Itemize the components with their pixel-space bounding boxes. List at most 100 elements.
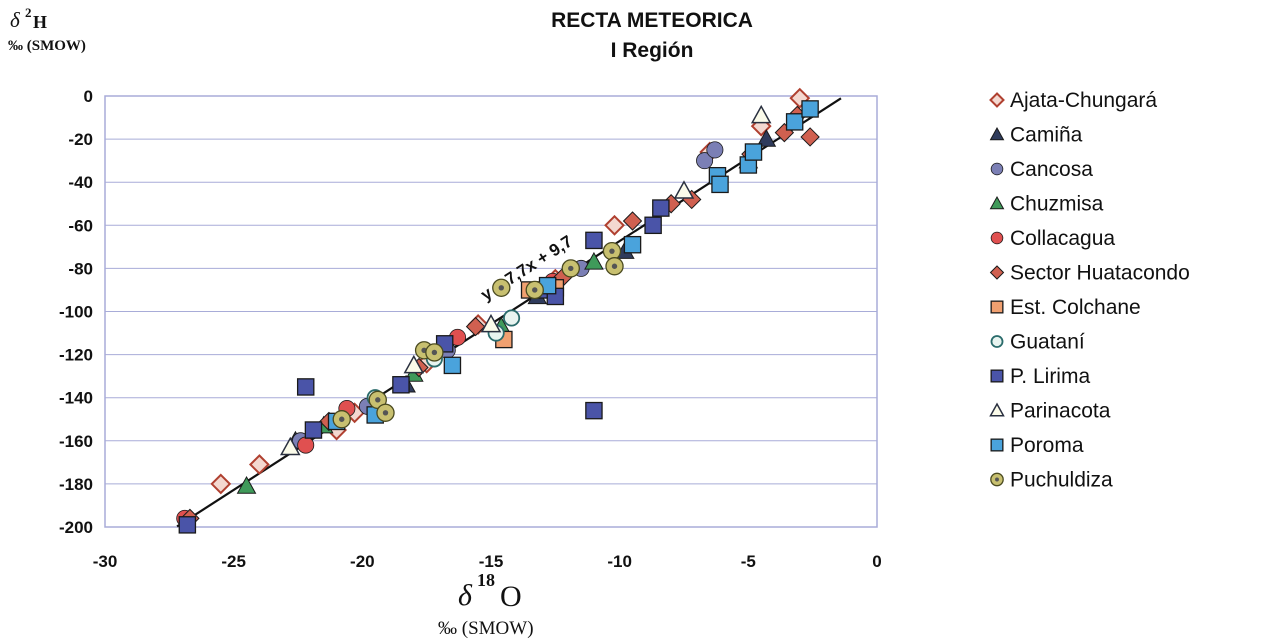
- data-point: [652, 199, 670, 217]
- y-tick-label: -160: [59, 432, 93, 451]
- legend-label: Poroma: [1010, 434, 1084, 457]
- legend-label: Collacagua: [1010, 227, 1115, 250]
- legend-label: Puchuldiza: [1010, 469, 1113, 492]
- series-11: [332, 241, 624, 429]
- y-tick-label: 0: [84, 87, 93, 106]
- data-point: [711, 175, 729, 194]
- data-point: [210, 473, 232, 495]
- series-9: [280, 104, 772, 456]
- legend-label: Camiña: [1010, 124, 1083, 147]
- y-axis-element: H: [33, 12, 47, 32]
- legend-marker: [990, 300, 1004, 314]
- y-axis-symbol: δ: [10, 8, 21, 32]
- legend-label: Cancosa: [1010, 158, 1093, 181]
- x-tick-label: -15: [479, 552, 504, 571]
- legend-marker: [990, 335, 1004, 348]
- data-point: [800, 127, 820, 147]
- data-point: [644, 216, 662, 235]
- legend-marker: [990, 162, 1004, 176]
- x-tick-label: -20: [350, 552, 375, 571]
- series-10: [327, 100, 819, 431]
- y-tick-label: -180: [59, 475, 93, 494]
- y-tick-label: -100: [59, 303, 93, 322]
- y-tick-label: -80: [68, 259, 93, 278]
- y-tick-label: -200: [59, 518, 93, 537]
- data-point: [376, 403, 395, 422]
- data-point: [622, 211, 643, 231]
- x-axis-label: δ 18 O ‰ (SMOW): [438, 570, 534, 639]
- data-point: [744, 143, 763, 161]
- legend-label: Chuzmisa: [1010, 193, 1104, 216]
- x-tick-label: 0: [872, 552, 881, 571]
- data-point: [248, 454, 270, 475]
- legend-label: P. Lirima: [1010, 365, 1090, 388]
- data-point: [465, 316, 486, 337]
- data-point: [443, 356, 462, 375]
- legend-label: Ajata-Chungará: [1010, 89, 1157, 112]
- data-point: [623, 235, 642, 254]
- y-tick-label: -20: [68, 130, 93, 149]
- data-point: [561, 259, 580, 278]
- data-point: [280, 436, 301, 456]
- data-point: [673, 180, 695, 199]
- chart-title: RECTA METEORICA: [551, 9, 753, 32]
- legend-marker: [990, 472, 1004, 487]
- y-tick-label: -40: [68, 173, 93, 192]
- x-axis-unit: ‰ (SMOW): [438, 618, 534, 639]
- legend-label: Sector Huatacondo: [1010, 262, 1190, 285]
- data-point: [750, 104, 772, 124]
- x-tick-label: -25: [221, 552, 246, 571]
- y-tick-label: -120: [59, 346, 93, 365]
- x-axis-superscript: 18: [477, 570, 495, 590]
- x-tick-label: -10: [607, 552, 632, 571]
- data-point: [403, 354, 425, 374]
- y-axis-label: δ 2 H ‰ (SMOW): [8, 5, 86, 54]
- legend-marker: [989, 92, 1005, 108]
- x-tick-label: -30: [93, 552, 118, 571]
- x-axis-ticks: -30 -25 -20 -15 -10 -5 0: [93, 552, 882, 571]
- y-axis-ticks: 0 -20 -40 -60 -80 -100 -120 -140 -160 -180 -200: [59, 87, 93, 537]
- plot-frame: [104, 95, 878, 528]
- data-point: [584, 251, 604, 270]
- data-point: [696, 152, 714, 170]
- x-axis-symbol: δ: [458, 579, 473, 612]
- y-tick-label: -60: [68, 216, 93, 235]
- legend-marker: [989, 402, 1005, 417]
- legend-label: Guataní: [1010, 331, 1085, 354]
- legend-marker: [990, 369, 1004, 383]
- data-point: [236, 476, 257, 494]
- legend-label: Est. Colchane: [1010, 296, 1141, 319]
- data-point: [801, 100, 819, 118]
- data-point: [585, 231, 603, 250]
- data-point: [480, 313, 502, 333]
- data-point: [492, 278, 511, 297]
- legend-marker: [990, 231, 1004, 245]
- data-point: [392, 376, 410, 394]
- data-point: [756, 129, 777, 147]
- data-points: [176, 87, 820, 534]
- y-axis-unit: ‰ (SMOW): [8, 38, 86, 54]
- data-point: [706, 141, 724, 159]
- data-point: [503, 309, 521, 327]
- data-point: [785, 113, 804, 131]
- legend: Ajata-Chungará Camiña Cancosa Chuzmisa Colla…: [989, 89, 1190, 492]
- legend-marker: [989, 126, 1005, 141]
- legend-marker: [989, 195, 1005, 210]
- data-point: [304, 421, 323, 439]
- data-point: [296, 378, 315, 396]
- data-point: [585, 401, 603, 420]
- y-axis-superscript: 2: [25, 5, 32, 20]
- legend-label: Parinacota: [1010, 400, 1111, 423]
- chart-subtitle: I Región: [611, 39, 694, 62]
- data-point: [332, 410, 351, 429]
- data-point: [297, 436, 315, 454]
- data-point: [605, 257, 624, 276]
- data-point: [602, 241, 622, 261]
- legend-marker: [990, 438, 1004, 452]
- x-tick-label: -5: [741, 552, 756, 571]
- data-point: [425, 343, 444, 362]
- data-point: [604, 214, 625, 236]
- y-tick-label: -140: [59, 389, 93, 408]
- x-axis-element: O: [500, 580, 522, 613]
